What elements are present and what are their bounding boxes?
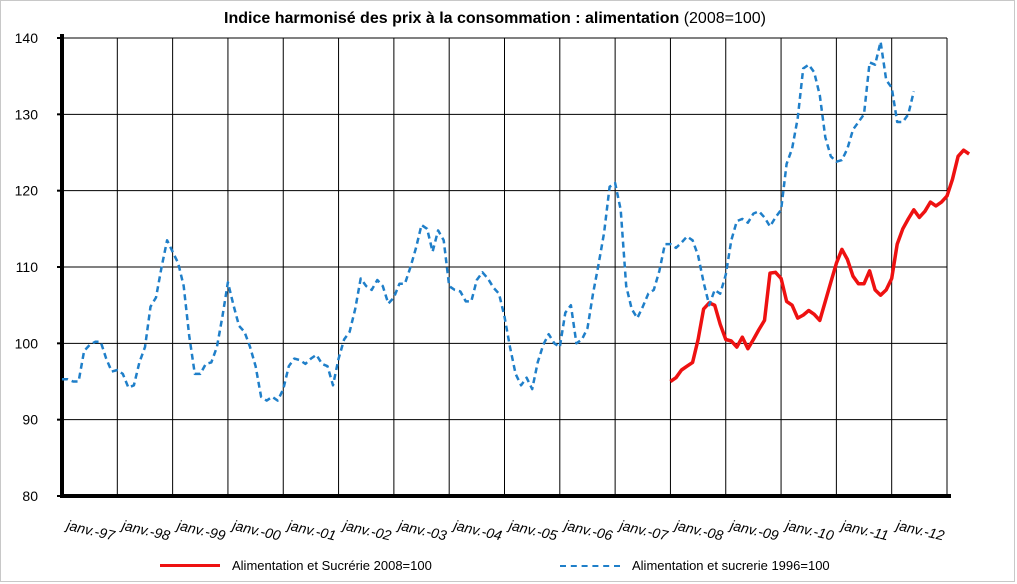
- tick-label-x-13: janv.-10: [782, 516, 835, 543]
- tick-label-x-1: janv.-98: [119, 516, 172, 543]
- tick-label-x-2: janv.-99: [174, 516, 227, 543]
- tick-label-y-90: 90: [22, 412, 38, 428]
- series-line-0: [669, 148, 971, 383]
- tick-label-x-4: janv.-01: [285, 516, 338, 543]
- legend-swatch-blue: [560, 564, 620, 567]
- tick-label-y-110: 110: [16, 259, 39, 275]
- legend: Alimentation et Sucrérie 2008=100 Alimen…: [160, 558, 920, 578]
- tick-label-x-15: janv.-12: [893, 516, 946, 543]
- tick-label-x-7: janv.-04: [450, 516, 503, 543]
- tick-label-x-11: janv.-08: [672, 516, 725, 543]
- tick-label-x-9: janv.-06: [561, 516, 614, 543]
- tick-label-x-3: janv.-00: [229, 516, 282, 543]
- tick-label-y-100: 100: [15, 335, 39, 351]
- legend-item-red: Alimentation et Sucrérie 2008=100: [160, 558, 432, 573]
- legend-swatch-red: [160, 564, 220, 567]
- chart-title-sub: (2008=100): [683, 10, 766, 27]
- tick-label-y-140: 140: [15, 30, 39, 46]
- tick-label-x-10: janv.-07: [616, 516, 670, 543]
- tick-label-x-6: janv.-03: [395, 516, 448, 543]
- chart-title: Indice harmonisé des prix à la consommat…: [0, 10, 990, 28]
- tick-label-y-130: 130: [15, 106, 39, 122]
- legend-item-blue: Alimentation et sucrerie 1996=100: [560, 558, 830, 573]
- chart-title-main: Indice harmonisé des prix à la consommat…: [224, 10, 680, 27]
- tick-label-x-5: janv.-02: [340, 516, 393, 543]
- tick-label-x-14: janv.-11: [838, 517, 890, 544]
- tick-label-y-80: 80: [22, 488, 38, 504]
- legend-label-red: Alimentation et Sucrérie 2008=100: [232, 558, 432, 573]
- tick-label-x-8: janv.-05: [506, 516, 559, 543]
- tick-label-x-0: janv.-97: [63, 516, 117, 543]
- legend-label-blue: Alimentation et sucrerie 1996=100: [632, 558, 830, 573]
- tick-label-x-12: janv.-09: [727, 516, 780, 543]
- series-line-1: [62, 40, 916, 402]
- tick-label-y-120: 120: [15, 183, 39, 199]
